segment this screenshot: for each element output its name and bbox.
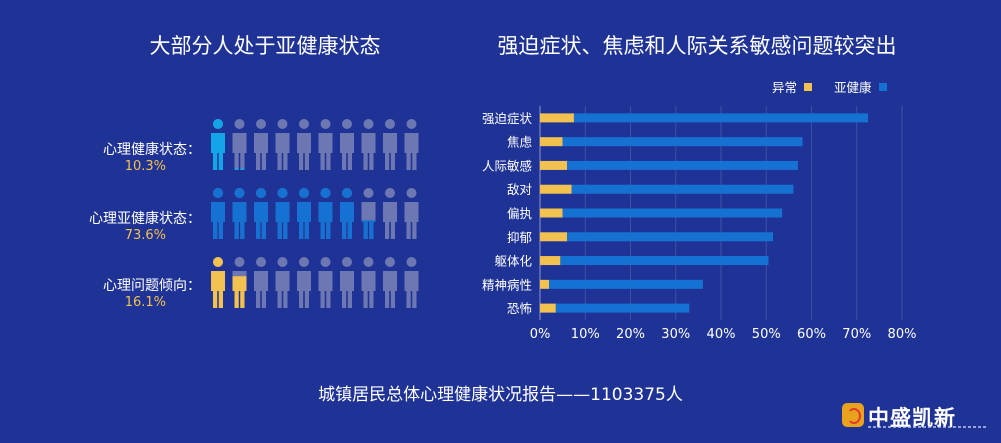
person-icon bbox=[232, 188, 247, 239]
bar-segment bbox=[540, 137, 563, 147]
logo-mark-icon bbox=[842, 403, 864, 427]
person-icon bbox=[297, 119, 311, 170]
problem-tendency-percent: 16.1% bbox=[124, 295, 166, 310]
bar-segment bbox=[540, 279, 550, 289]
bar-segment bbox=[540, 303, 556, 313]
x-tick-label: 70% bbox=[842, 327, 871, 342]
y-category-label: 焦虑 bbox=[507, 135, 533, 150]
x-tick-label: 80% bbox=[888, 327, 917, 342]
person-icon bbox=[361, 188, 376, 239]
bar-segment bbox=[571, 184, 794, 194]
x-tick-label: 50% bbox=[752, 327, 781, 342]
chart-title: 强迫症状、焦虑和人际关系敏感问题较突出 bbox=[497, 34, 897, 58]
problem-tendency-label: 心理问题倾向： bbox=[103, 278, 201, 294]
bar-segment bbox=[567, 232, 774, 242]
person-icon bbox=[275, 188, 290, 239]
person-icon bbox=[211, 188, 225, 239]
bar-segment bbox=[540, 160, 568, 170]
x-tick-label: 10% bbox=[571, 327, 600, 342]
bar-segment bbox=[540, 208, 563, 218]
logo-subtext-line bbox=[868, 426, 988, 428]
legend-label: 亚健康 bbox=[834, 80, 872, 95]
person-icon bbox=[361, 119, 376, 170]
person-icon bbox=[297, 257, 311, 308]
person-icon bbox=[232, 257, 247, 308]
bar-segment bbox=[560, 256, 769, 266]
person-icon bbox=[275, 119, 290, 170]
person-icon bbox=[211, 119, 225, 170]
x-tick-label: 60% bbox=[797, 327, 826, 342]
person-icon bbox=[383, 257, 397, 308]
pictogram-row bbox=[211, 188, 419, 239]
report-footer: 城镇居民总体心理健康状况报告——1103375人 bbox=[318, 385, 683, 405]
x-tick-label: 20% bbox=[616, 327, 645, 342]
subhealthy-percent: 73.6% bbox=[124, 228, 166, 243]
healthy-label: 心理健康状态： bbox=[103, 142, 201, 158]
bar-segment bbox=[562, 208, 783, 218]
person-icon bbox=[340, 119, 354, 170]
bar-segment bbox=[540, 232, 568, 242]
person-icon bbox=[404, 188, 419, 239]
bar-segment bbox=[555, 303, 690, 313]
y-category-label: 强迫症状 bbox=[482, 111, 533, 126]
bar-segment bbox=[562, 137, 803, 147]
person-icon bbox=[404, 257, 419, 308]
subhealthy-label: 心理亚健康状态： bbox=[89, 211, 201, 227]
person-icon bbox=[318, 188, 333, 239]
y-category-label: 偏执 bbox=[507, 206, 533, 221]
x-tick-label: 40% bbox=[707, 327, 736, 342]
y-category-label: 躯体化 bbox=[494, 254, 532, 269]
legend-label: 异常 bbox=[772, 80, 797, 95]
company-logo: 中盛凯新 bbox=[842, 400, 992, 432]
stacked-bar-chart: 0% 10% 20% 30% 40% 50% 60% 70% 80% 强迫症状焦虑人际敏感敌对偏执… bbox=[482, 80, 917, 342]
bar-segment bbox=[567, 160, 798, 170]
pictogram-row bbox=[211, 119, 419, 170]
person-icon bbox=[318, 119, 333, 170]
y-category-label: 精神病性 bbox=[482, 277, 532, 292]
bar-segment bbox=[549, 279, 703, 289]
bar-segment bbox=[573, 113, 869, 123]
person-icon bbox=[318, 257, 333, 308]
y-category-label: 敌对 bbox=[507, 182, 532, 197]
y-category-label: 抑郁 bbox=[507, 230, 532, 245]
x-tick-label: 30% bbox=[661, 327, 690, 342]
person-icon bbox=[383, 188, 397, 239]
person-icon bbox=[254, 188, 268, 239]
person-icon bbox=[254, 119, 268, 170]
person-icon bbox=[340, 257, 354, 308]
person-icon bbox=[275, 257, 290, 308]
person-icon bbox=[232, 119, 247, 170]
person-icon bbox=[361, 257, 376, 308]
person-icon bbox=[404, 119, 419, 170]
y-category-label: 恐怖 bbox=[507, 301, 532, 316]
pictogram-row bbox=[211, 257, 419, 308]
x-tick-label: 0% bbox=[530, 327, 551, 342]
bar-segment bbox=[540, 184, 572, 194]
person-icon bbox=[254, 257, 268, 308]
person-icon bbox=[297, 188, 311, 239]
left-panel-title: 大部分人处于亚健康状态 bbox=[149, 34, 381, 58]
legend-swatch bbox=[879, 83, 887, 91]
y-category-label: 人际敏感 bbox=[482, 158, 532, 173]
bar-segment bbox=[540, 256, 561, 266]
person-icon bbox=[383, 119, 397, 170]
legend-swatch bbox=[804, 83, 812, 91]
person-icon bbox=[211, 257, 225, 308]
person-pictogram bbox=[211, 119, 419, 308]
person-icon bbox=[340, 188, 354, 239]
bar-segment bbox=[540, 113, 574, 123]
healthy-percent: 10.3% bbox=[124, 159, 166, 174]
